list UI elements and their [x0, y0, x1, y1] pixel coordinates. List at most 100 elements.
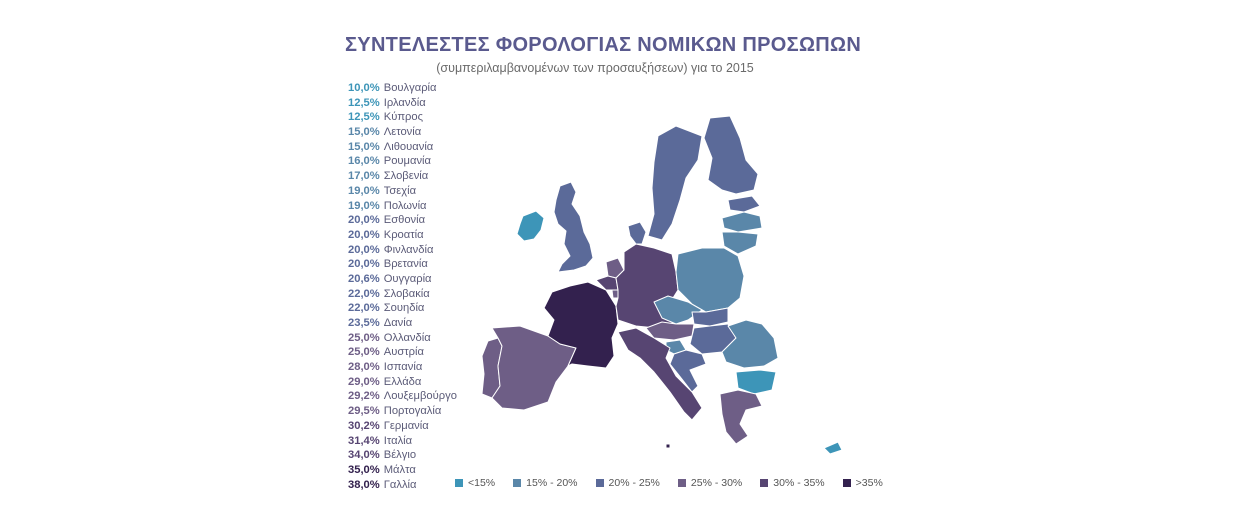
- rate-country: Εσθονία: [383, 214, 426, 227]
- country-italy: [617, 327, 703, 421]
- rate-value: 35,0%: [348, 463, 380, 476]
- rate-item: 29,5% Πορτογαλία: [348, 404, 457, 419]
- rate-country: Γερμανία: [383, 419, 429, 432]
- rate-country: Φινλανδία: [383, 243, 434, 256]
- legend-item: 30% - 35%: [760, 477, 825, 489]
- rate-item: 31,4% Ιταλία: [348, 434, 457, 449]
- country-estonia: [727, 195, 761, 213]
- rate-country: Κροατία: [383, 228, 424, 241]
- legend-swatch: [677, 479, 686, 487]
- rate-value: 23,5%: [348, 317, 380, 329]
- rate-item: 28,0% Ισπανία: [348, 360, 457, 375]
- europe-map: [481, 115, 843, 455]
- rate-value: 19,0%: [348, 184, 380, 197]
- rate-value: 20,0%: [348, 258, 380, 271]
- rate-country: Βέλγιο: [383, 449, 417, 462]
- country-poland: [675, 247, 745, 313]
- country-united-kingdom: [553, 181, 594, 273]
- rate-item: 12,5% Κύπρος: [348, 110, 457, 125]
- rate-country: Λετονία: [383, 126, 422, 139]
- rate-country: Γαλλία: [383, 478, 417, 491]
- rate-value: 30,2%: [348, 419, 380, 432]
- rate-value: 20,6%: [348, 272, 380, 285]
- rate-country: Πορτογαλία: [383, 405, 442, 418]
- rate-item: 15,0% Λιθουανία: [348, 140, 457, 155]
- rate-value: 25,0%: [348, 331, 380, 344]
- rate-value: 31,4%: [348, 434, 380, 447]
- legend-swatch: [595, 479, 604, 487]
- rate-country: Βουλγαρία: [383, 82, 437, 94]
- map-legend: <15% 15% - 20% 20% - 25% 25% - 30% 30% -…: [455, 477, 901, 489]
- rate-value: 22,0%: [348, 302, 380, 315]
- rate-item: 17,0% Σλοβενία: [348, 169, 457, 184]
- country-croatia: [669, 349, 707, 393]
- rate-country: Ελλάδα: [383, 375, 422, 388]
- map-title: ΣΥΝΤΕΛΕΣΤΕΣ ΦΟΡΟΛΟΓΙΑΣ ΝΟΜΙΚΩΝ ΠΡΟΣΩΠΩΝ: [345, 34, 862, 56]
- rate-item: 20,0% Βρετανία: [348, 257, 457, 272]
- rate-item: 25,0% Αυστρία: [348, 345, 457, 360]
- legend-item: <15%: [455, 477, 495, 489]
- rate-country: Ολλανδία: [383, 331, 431, 344]
- country-greece: [719, 389, 763, 445]
- country-ireland: [516, 210, 545, 242]
- rate-country: Ιρλανδία: [383, 96, 426, 109]
- country-lithuania: [721, 231, 759, 255]
- country-latvia: [721, 211, 763, 233]
- rate-item: 30,2% Γερμανία: [348, 419, 457, 434]
- rate-item: 20,0% Εσθονία: [348, 213, 457, 228]
- rate-item: 34,0% Βέλγιο: [348, 448, 457, 463]
- rate-value: 20,0%: [348, 228, 380, 241]
- rate-value: 16,0%: [348, 155, 380, 168]
- rate-item: 25,0% Ολλανδία: [348, 331, 457, 346]
- rate-item: 29,0% Ελλάδα: [348, 375, 457, 390]
- rate-item: 15,0% Λετονία: [348, 125, 457, 140]
- rate-value: 29,0%: [348, 375, 380, 388]
- rate-value: 19,0%: [348, 199, 380, 212]
- rate-value: 17,0%: [348, 170, 380, 183]
- rate-item: 19,0% Τσεχία: [348, 184, 457, 199]
- legend-label: 20% - 25%: [608, 477, 660, 489]
- rate-value: 29,2%: [348, 390, 380, 403]
- legend-item: >35%: [842, 477, 883, 489]
- rate-country: Κύπρος: [383, 111, 424, 124]
- rate-value: 38,0%: [348, 478, 380, 491]
- country-romania: [721, 319, 779, 369]
- legend-label: 25% - 30%: [690, 477, 743, 489]
- rate-value: 25,0%: [348, 346, 380, 359]
- legend-label: 30% - 35%: [773, 477, 825, 489]
- legend-swatch: [842, 479, 851, 487]
- legend-swatch: [513, 479, 522, 487]
- rate-item: 23,5% Δανία: [348, 316, 457, 331]
- tax-rate-list: 10,0% Βουλγαρία 12,5% Ιρλανδία 12,5% Κύπρος…: [348, 81, 457, 492]
- rate-country: Μάλτα: [383, 463, 416, 476]
- legend-swatch: [455, 479, 463, 487]
- rate-country: Ισπανία: [383, 361, 423, 374]
- rate-value: 15,0%: [348, 126, 380, 139]
- rate-country: Ρουμανία: [383, 155, 431, 168]
- country-denmark: [627, 221, 647, 245]
- rate-item: 35,0% Μάλτα: [348, 463, 457, 478]
- rate-country: Σουηδία: [383, 302, 425, 315]
- rate-value: 10,0%: [348, 82, 380, 94]
- legend-label: <15%: [468, 477, 496, 489]
- rate-item: 38,0% Γαλλία: [348, 478, 457, 493]
- legend-label: >35%: [855, 477, 883, 489]
- rate-country: Ουγγαρία: [383, 272, 432, 285]
- rate-item: 22,0% Σουηδία: [348, 301, 457, 316]
- rate-item: 20,6% Ουγγαρία: [348, 272, 457, 287]
- rate-item: 20,0% Κροατία: [348, 228, 457, 243]
- country-cyprus: [823, 441, 843, 455]
- legend-item: 15% - 20%: [513, 477, 578, 489]
- rate-value: 12,5%: [348, 111, 380, 124]
- legend-item: 20% - 25%: [595, 477, 660, 489]
- map-subtitle: (συμπεριλαμβανομένων των προσαυξήσεων) γ…: [436, 61, 754, 75]
- country-malta: [665, 443, 671, 449]
- rate-country: Λουξεμβούργο: [383, 390, 457, 403]
- legend-item: 25% - 30%: [677, 477, 743, 489]
- rate-value: 28,0%: [348, 361, 380, 374]
- rate-value: 12,5%: [348, 96, 380, 109]
- rate-country: Τσεχία: [383, 184, 417, 197]
- rate-item: 16,0% Ρουμανία: [348, 154, 457, 169]
- rate-country: Λιθουανία: [383, 140, 434, 153]
- country-luxembourg: [611, 289, 619, 299]
